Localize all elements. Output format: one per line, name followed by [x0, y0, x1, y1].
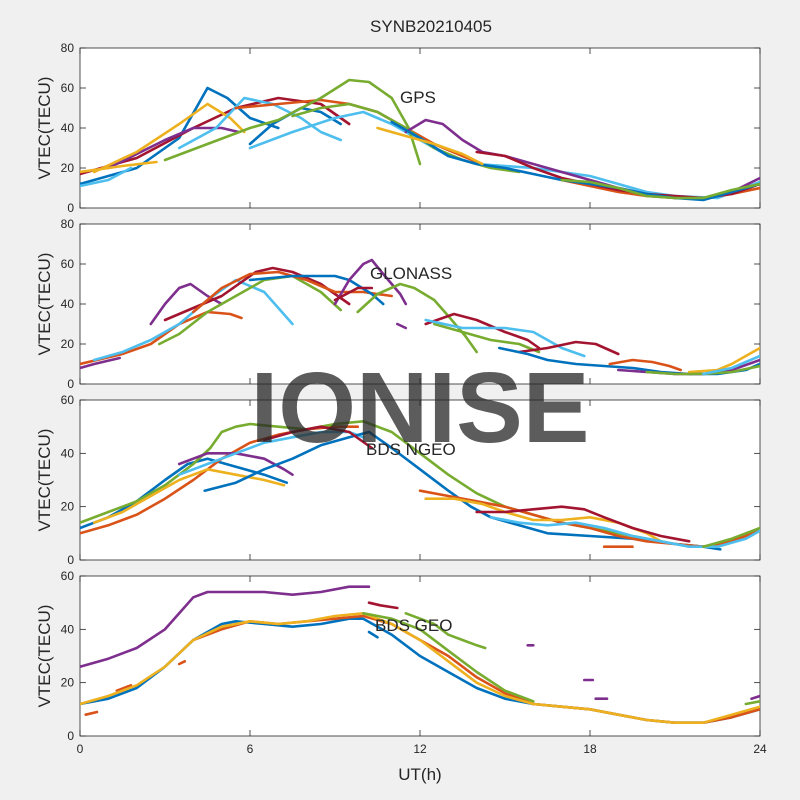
- series-line-glonass-15: [424, 318, 586, 358]
- y-tick-label-glonass: 40: [61, 297, 75, 311]
- y-axis-label-bds-geo: VTEC(TECU): [35, 605, 54, 708]
- series-line-bds-ngeo-4: [92, 468, 286, 524]
- series-line-bds-geo-16: [744, 700, 760, 706]
- y-tick-label-glonass: 20: [61, 337, 75, 351]
- series-group-bds-geo: [80, 585, 760, 724]
- series-line-bds-geo-4: [115, 684, 133, 692]
- series-line-bds-geo-7: [80, 612, 760, 724]
- panel-bds-ngeo: 0 20 40 60 BDS NGEO VTEC(TECU): [35, 393, 761, 567]
- y-tick-label-glonass: 60: [61, 257, 75, 271]
- x-tick-label: 0: [77, 742, 84, 756]
- y-tick-label-bds-ngeo: 20: [61, 500, 75, 514]
- y-tick-label-bds-ngeo: 40: [61, 446, 75, 460]
- series-line-bds-ngeo-14: [702, 526, 760, 548]
- series-line-glonass-20: [687, 346, 760, 374]
- series-line-glonass-12: [396, 322, 408, 330]
- y-tick-label-bds-geo: 20: [61, 676, 75, 690]
- y-tick-label-bds-geo: 0: [67, 729, 74, 743]
- plot-area-glonass: [79, 223, 761, 385]
- series-line-bds-geo-1: [80, 585, 371, 668]
- x-tick-label: 6: [247, 742, 254, 756]
- plot-area-gps: [79, 47, 761, 209]
- panel-label-bds-geo: BDS GEO: [375, 616, 452, 635]
- watermark: IONISE: [251, 352, 590, 464]
- y-axis-label-gps: VTEC(TECU): [35, 77, 54, 180]
- series-line-bds-geo-15: [750, 694, 760, 700]
- series-line-gps-18: [560, 178, 760, 200]
- series-line-glonass-16: [517, 340, 620, 356]
- y-tick-label-glonass: 0: [67, 377, 74, 391]
- series-line-glonass-6: [163, 266, 351, 322]
- y-tick-label-gps: 80: [61, 41, 75, 55]
- y-axis-label-glonass: VTEC(TECU): [35, 253, 54, 356]
- panel-glonass: 0 20 40 60 80 GLONASS VTEC(TECU): [35, 217, 761, 391]
- x-tick-label: 24: [753, 742, 767, 756]
- series-line-glonass-1: [80, 356, 121, 370]
- chart-title: SYNB20210405: [370, 17, 492, 36]
- series-line-bds-geo-3: [84, 710, 99, 716]
- series-line-bds-ngeo-5: [177, 452, 294, 476]
- series-group-bds-ngeo: [80, 420, 760, 551]
- y-tick-label-gps: 20: [61, 161, 75, 175]
- series-line-glonass-18: [608, 358, 682, 372]
- y-tick-label-bds-ngeo: 0: [67, 553, 74, 567]
- series-group-glonass: [80, 258, 760, 376]
- series-line-gps-6: [80, 160, 158, 174]
- series-line-bds-ngeo-8: [262, 425, 374, 450]
- series-line-bds-ngeo-11: [475, 505, 691, 543]
- series-line-gps-1: [80, 86, 280, 186]
- x-axis-label: UT(h): [398, 765, 441, 784]
- x-tick-label: 18: [583, 742, 597, 756]
- y-tick-label-bds-geo: 40: [61, 622, 75, 636]
- series-line-bds-geo-8: [362, 612, 535, 703]
- series-line-glonass-11: [333, 286, 374, 302]
- panel-bds-geo: 0 20 40 60 0 6 12 18 24 BDS GEO VTEC(TECU): [35, 569, 767, 756]
- series-line-glonass-13: [432, 322, 541, 354]
- series-line-bds-geo-5: [177, 660, 187, 666]
- series-line-bds-ngeo-1: [80, 457, 289, 530]
- panel-gps: 0 20 40 60 80 GPS VTEC(TECU): [35, 41, 761, 215]
- series-line-glonass-5: [158, 274, 342, 346]
- y-tick-label-bds-geo: 60: [61, 569, 75, 583]
- series-line-glonass-14: [424, 312, 541, 350]
- y-axis-label-bds-ngeo: VTEC(TECU): [35, 429, 54, 532]
- x-tick-label: 12: [413, 742, 427, 756]
- series-line-gps-17: [376, 126, 484, 166]
- series-line-gps-12: [163, 78, 422, 166]
- series-line-bds-geo-11: [367, 630, 379, 639]
- series-line-bds-ngeo-12: [489, 516, 760, 548]
- series-line-bds-geo-9: [404, 612, 487, 650]
- series-line-glonass-8: [248, 274, 385, 306]
- y-tick-label-gps: 0: [67, 201, 74, 215]
- series-line-bds-geo-10: [367, 601, 399, 610]
- series-group-gps: [80, 78, 760, 202]
- y-tick-label-glonass: 80: [61, 217, 75, 231]
- series-line-glonass-22: [702, 354, 760, 376]
- y-tick-label-bds-ngeo: 60: [61, 393, 75, 407]
- panel-label-gps: GPS: [400, 88, 436, 107]
- panel-label-glonass: GLONASS: [370, 264, 452, 283]
- panel-label-bds-ngeo: BDS NGEO: [366, 440, 456, 459]
- series-line-gps-4: [107, 126, 240, 170]
- y-tick-label-gps: 60: [61, 81, 75, 95]
- series-line-glonass-9: [333, 258, 408, 306]
- y-tick-label-gps: 40: [61, 121, 75, 135]
- series-line-gps-7: [80, 166, 133, 188]
- series-line-gps-5: [92, 102, 246, 174]
- panels-group: 020406080GPSVTEC(TECU)020406080GLONASSVT…: [35, 41, 767, 756]
